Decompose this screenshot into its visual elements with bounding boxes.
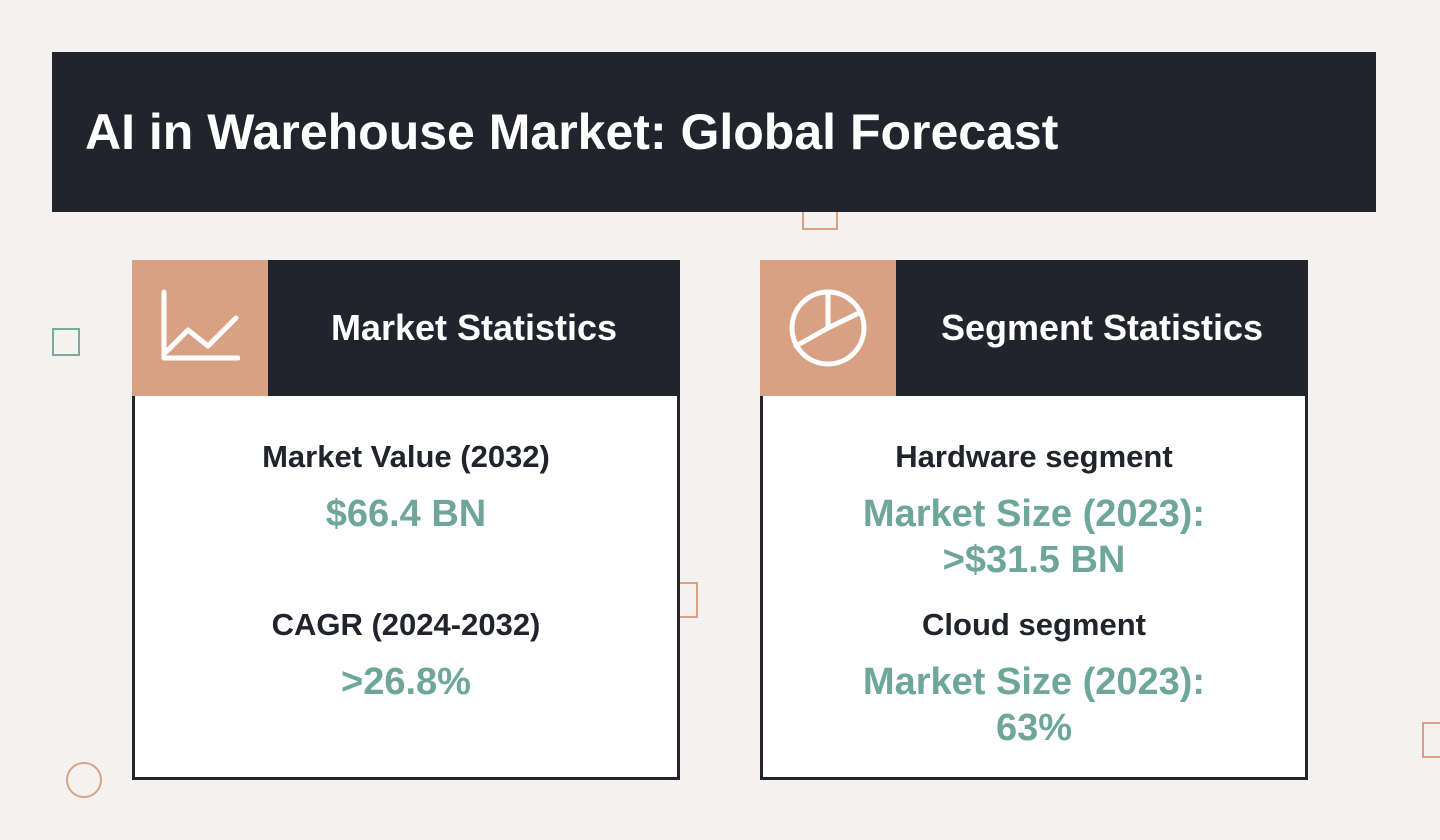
cagr-value: >26.8%	[341, 661, 471, 703]
segment-statistics-card: Segment Statistics Hardware segment Mark…	[760, 260, 1308, 780]
icon-box	[132, 260, 268, 396]
line-chart-icon	[161, 289, 240, 361]
segment-statistics-title: Segment Statistics	[940, 307, 1264, 348]
cloud-market-size-line2: 63%	[995, 707, 1073, 749]
cloud-segment-label: Cloud segment	[922, 607, 1146, 642]
icon-box	[760, 260, 896, 396]
pie-chart-icon	[789, 289, 867, 367]
market-value-label: Market Value (2032)	[262, 439, 550, 474]
hardware-segment-label: Hardware segment	[895, 439, 1173, 474]
segment-statistics-header: Segment Statistics	[760, 260, 1308, 396]
hardware-market-size-line1: Market Size (2023):	[862, 493, 1206, 535]
decorative-square	[52, 328, 80, 356]
decorative-square	[1422, 722, 1440, 758]
market-statistics-title: Market Statistics	[330, 307, 618, 348]
page-title: AI in Warehouse Market: Global Forecast	[85, 104, 1059, 160]
market-value: $66.4 BN	[325, 493, 487, 535]
market-statistics-header: Market Statistics	[132, 260, 680, 396]
cloud-market-size-line1: Market Size (2023):	[862, 661, 1206, 703]
decorative-circle	[66, 762, 102, 798]
cagr-label: CAGR (2024-2032)	[271, 607, 541, 642]
title-banner: AI in Warehouse Market: Global Forecast	[52, 52, 1376, 212]
market-statistics-card: Market Statistics Market Value (2032) $6…	[132, 260, 680, 780]
hardware-market-size-line2: >$31.5 BN	[942, 539, 1126, 581]
